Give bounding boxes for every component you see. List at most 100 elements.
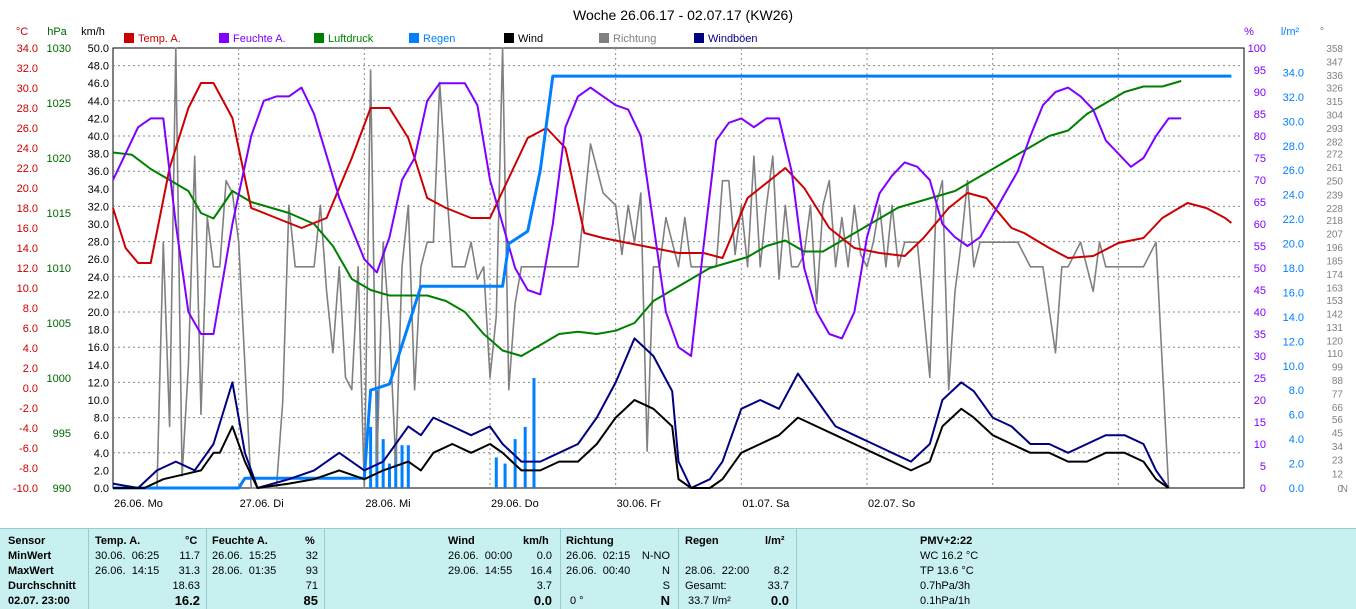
y-tick-°: 45 bbox=[1332, 429, 1344, 440]
y-tick-km/h: 28.0 bbox=[88, 237, 109, 249]
y-tick-°C: 0.0 bbox=[23, 383, 38, 395]
y-tick-°C: 4.0 bbox=[23, 343, 38, 355]
y-tick-%: 30 bbox=[1254, 351, 1266, 363]
wind-min-val: 0.0 bbox=[536, 550, 552, 562]
y-tick-°C: 26.0 bbox=[17, 123, 38, 135]
y-tick-%: 75 bbox=[1254, 153, 1266, 165]
y-tick-hPa: 1005 bbox=[47, 318, 71, 330]
rain-bar bbox=[406, 445, 410, 488]
y-tick-km/h: 4.0 bbox=[94, 448, 109, 460]
y-tick-°C: 10.0 bbox=[17, 283, 38, 295]
y-tick-l/m²: 12.0 bbox=[1283, 336, 1304, 348]
wind-header: Wind bbox=[448, 535, 475, 547]
y-tick-°: 185 bbox=[1326, 257, 1343, 268]
feuchte-avg-val: 71 bbox=[305, 580, 318, 592]
temp-avg-val: 18.63 bbox=[172, 580, 200, 592]
temp-min-time: 30.06. 06:25 bbox=[95, 550, 160, 562]
y-tick-km/h: 40.0 bbox=[88, 131, 109, 143]
y-tick-°C: 18.0 bbox=[17, 203, 38, 215]
y-tick-l/m²: 10.0 bbox=[1283, 361, 1304, 373]
y-tick-°C: 30.0 bbox=[17, 83, 38, 95]
y-tick-°C: 8.0 bbox=[23, 303, 38, 315]
y-tick-km/h: 26.0 bbox=[88, 254, 109, 266]
rain-bar bbox=[369, 426, 373, 488]
y-tick-°: 196 bbox=[1326, 243, 1343, 254]
chart-grid bbox=[112, 47, 1245, 489]
y-tick-l/m²: 6.0 bbox=[1289, 410, 1304, 422]
y-tick-km/h: 16.0 bbox=[88, 342, 109, 354]
y-tick-l/m²: 28.0 bbox=[1283, 141, 1304, 153]
y-tick-°: 12 bbox=[1332, 469, 1344, 480]
feuchte-header: Feuchte A. bbox=[212, 535, 268, 547]
temp-header: Temp. A. bbox=[95, 535, 141, 547]
series-windb-en bbox=[112, 337, 1170, 489]
y-tick-km/h: 14.0 bbox=[88, 360, 109, 372]
y-tick-l/m²: 26.0 bbox=[1283, 165, 1304, 177]
legend-swatch bbox=[409, 33, 419, 43]
y-tick-%: 15 bbox=[1254, 417, 1266, 429]
y-tick-°: 207 bbox=[1326, 230, 1343, 241]
y-tick-hPa: 990 bbox=[53, 483, 71, 495]
temp-now-val: 16.2 bbox=[174, 593, 200, 608]
y-tick-km/h: 32.0 bbox=[88, 201, 109, 213]
y-tick-°C: 12.0 bbox=[17, 263, 38, 275]
wind-max-time: 29.06. 14:55 bbox=[448, 565, 513, 577]
axis-n-label: N bbox=[1341, 484, 1348, 495]
y-tick-km/h: 8.0 bbox=[94, 413, 109, 425]
y-tick-%: 0 bbox=[1260, 483, 1266, 495]
axis-unit-hPa: hPa bbox=[47, 26, 67, 38]
x-tick-label: 30.06. Fr bbox=[617, 498, 661, 510]
legend-label: Richtung bbox=[613, 33, 656, 45]
y-tick-%: 5 bbox=[1260, 461, 1266, 473]
y-tick-°: 131 bbox=[1326, 323, 1343, 334]
regen-max-time: 28.06. 22:00 bbox=[685, 565, 750, 577]
axis-unit-°C: °C bbox=[16, 26, 28, 38]
y-tick-°C: 20.0 bbox=[17, 183, 38, 195]
stats-table: Sensor MinWert MaxWert Durchschnitt 02.0… bbox=[0, 528, 1356, 609]
legend-label: Luftdruck bbox=[328, 33, 374, 45]
y-tick-°C: 32.0 bbox=[17, 63, 38, 75]
y-tick-°: 336 bbox=[1326, 71, 1343, 82]
rain-bar bbox=[381, 439, 385, 488]
temp-unit: °C bbox=[185, 535, 198, 547]
legend-swatch bbox=[504, 33, 514, 43]
y-tick-km/h: 50.0 bbox=[88, 43, 109, 55]
regen-unit: l/m² bbox=[765, 535, 785, 547]
sensor-row-min: MinWert bbox=[8, 550, 52, 562]
legend-swatch bbox=[124, 33, 134, 43]
y-tick-°C: 22.0 bbox=[17, 163, 38, 175]
y-tick-°C: -4.0 bbox=[19, 423, 38, 435]
y-tick-l/m²: 4.0 bbox=[1289, 434, 1304, 446]
y-tick-hPa: 1000 bbox=[47, 373, 71, 385]
wind-avg-val: 3.7 bbox=[536, 580, 552, 592]
rain-bar bbox=[523, 426, 527, 488]
weather-chart: 26.06. Mo 27.06. Di 28.06. Mi 29.06. Do 30.0… bbox=[13, 7, 1348, 510]
y-tick-km/h: 44.0 bbox=[88, 96, 109, 108]
rain-bar bbox=[532, 378, 536, 488]
y-tick-°C: -10.0 bbox=[13, 483, 38, 495]
y-tick-%: 20 bbox=[1254, 395, 1266, 407]
y-tick-l/m²: 0.0 bbox=[1289, 483, 1304, 495]
series-regen bbox=[113, 74, 1232, 490]
y-tick-°C: -8.0 bbox=[19, 463, 38, 475]
y-tick-l/m²: 16.0 bbox=[1283, 287, 1304, 299]
y-tick-°: 142 bbox=[1326, 309, 1343, 320]
y-tick-l/m²: 2.0 bbox=[1289, 459, 1304, 471]
y-tick-l/m²: 20.0 bbox=[1283, 239, 1304, 251]
richtung-header: Richtung bbox=[566, 535, 614, 547]
legend-swatch bbox=[694, 33, 704, 43]
feuchte-max-val: 93 bbox=[305, 565, 318, 577]
y-tick-°: 23 bbox=[1332, 456, 1344, 467]
rain-bar bbox=[400, 445, 404, 488]
y-tick-%: 95 bbox=[1254, 65, 1266, 77]
y-tick-°: 174 bbox=[1326, 270, 1343, 281]
regen-header: Regen bbox=[685, 535, 719, 547]
feuchte-now-val: 85 bbox=[303, 593, 318, 608]
chart-series bbox=[112, 47, 1233, 490]
y-tick-l/m²: 24.0 bbox=[1283, 190, 1304, 202]
x-tick-label: 02.07. So bbox=[868, 498, 915, 510]
richtung-max-val: N bbox=[662, 565, 670, 577]
y-tick-°: 56 bbox=[1332, 415, 1344, 426]
y-tick-%: 100 bbox=[1248, 43, 1266, 55]
pmv-header: PMV+2:22 bbox=[920, 535, 973, 547]
